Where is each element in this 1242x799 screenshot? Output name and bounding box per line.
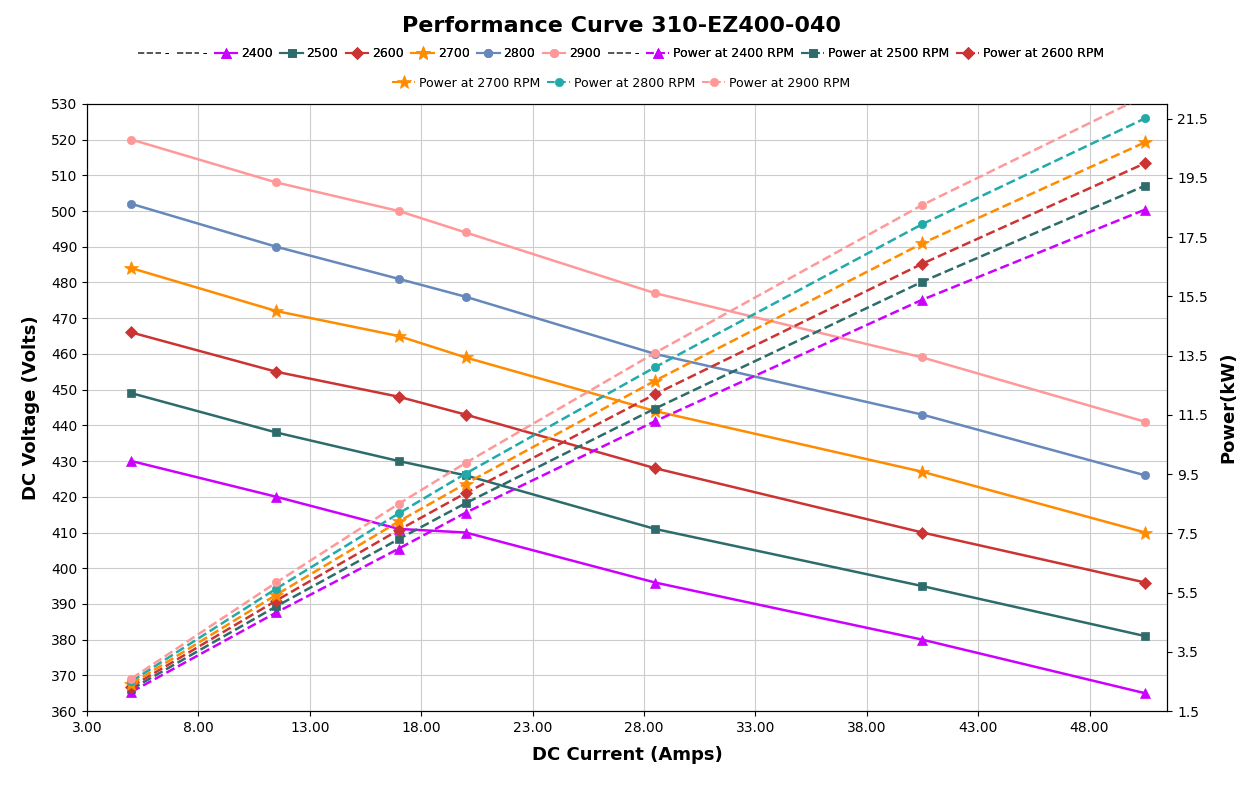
X-axis label: DC Current (Amps): DC Current (Amps) <box>532 746 723 764</box>
Text: Performance Curve 310-EZ400-040: Performance Curve 310-EZ400-040 <box>401 16 841 36</box>
Legend: Power at 2700 RPM, Power at 2800 RPM, Power at 2900 RPM: Power at 2700 RPM, Power at 2800 RPM, Po… <box>388 72 854 95</box>
Y-axis label: Power(kW): Power(kW) <box>1220 352 1237 463</box>
Legend: -, -, 2400, 2500, 2600, 2700, 2800, 2900, -, Power at 2400 RPM, Power at 2500 RP: -, -, 2400, 2500, 2600, 2700, 2800, 2900… <box>133 42 1109 66</box>
Y-axis label: DC Voltage (Volts): DC Voltage (Volts) <box>21 315 40 500</box>
